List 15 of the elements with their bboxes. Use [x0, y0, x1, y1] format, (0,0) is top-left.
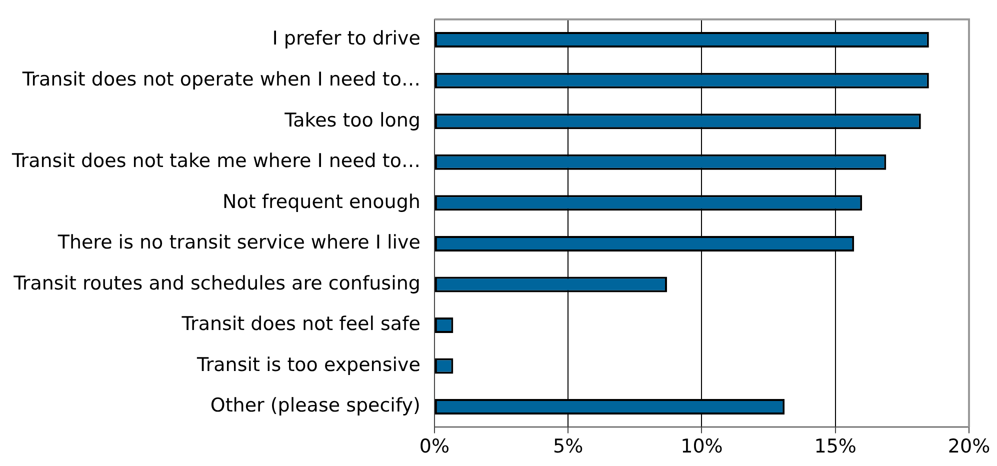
y-tick-label: Transit is too expensive — [196, 354, 420, 376]
y-tick-label: Transit does not take me where I need to… — [10, 150, 420, 172]
y-tick-label: Other (please specify) — [210, 394, 420, 417]
y-tick-label: Not frequent enough — [222, 190, 420, 213]
y-tick-label: Transit does not feel safe — [180, 313, 420, 336]
x-tick-label: 5% — [553, 436, 584, 458]
y-tick-label: Takes too long — [284, 109, 420, 132]
y-tick-label: Transit does not operate when I need to… — [21, 68, 420, 91]
x-tick-label: 0% — [419, 436, 450, 458]
y-tick-label: There is no transit service where I live — [56, 232, 420, 254]
x-tick-label: 15% — [814, 436, 856, 458]
y-tick-label: I prefer to drive — [272, 28, 420, 50]
x-tick-label: 20% — [948, 436, 990, 458]
x-tick-label: 10% — [680, 436, 723, 458]
y-tick-label: Transit routes and schedules are confusing — [12, 272, 420, 294]
